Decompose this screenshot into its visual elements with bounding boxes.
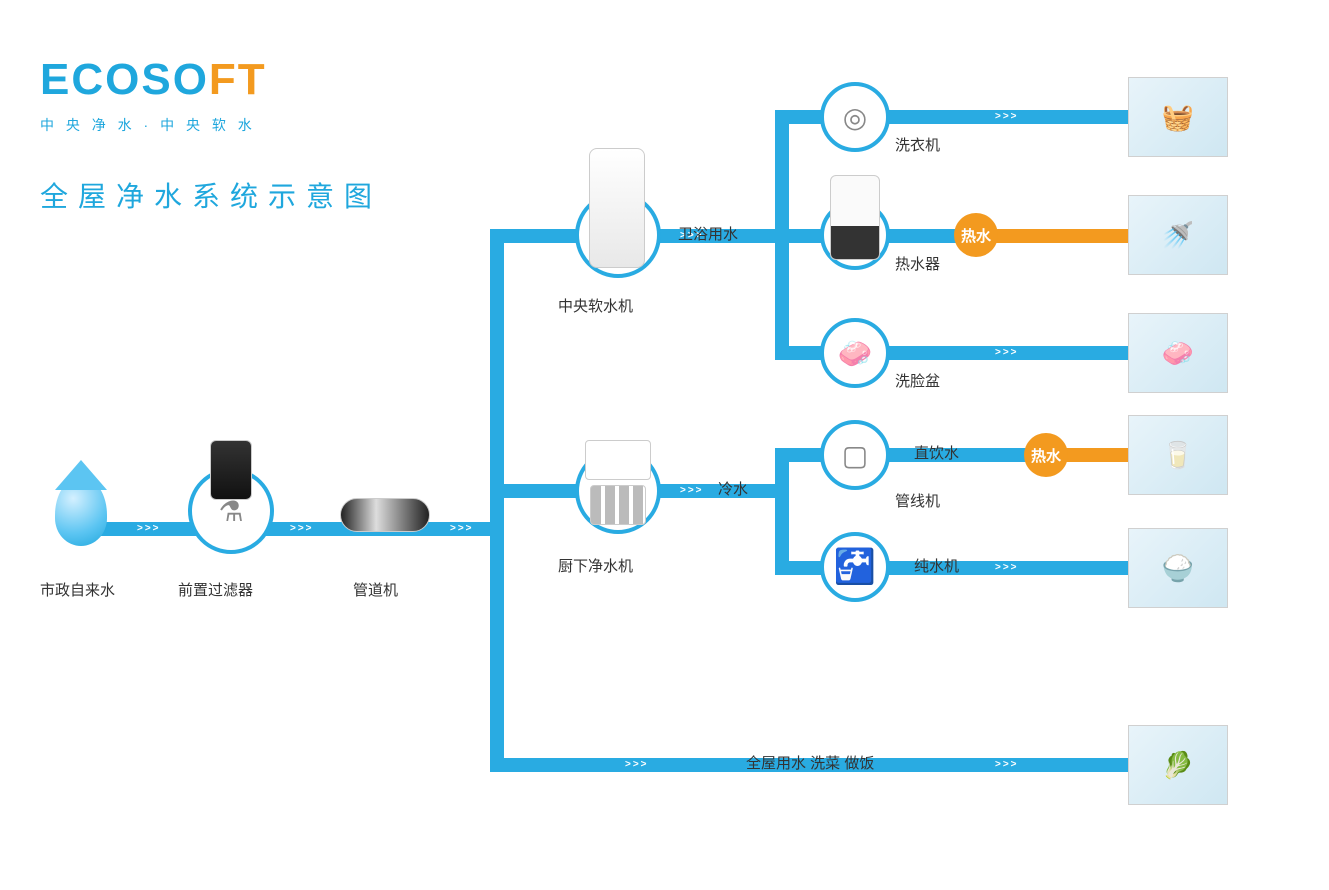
connector-to-linemachine bbox=[775, 448, 1035, 462]
output-shower: 🚿 bbox=[1128, 195, 1228, 275]
node-label-softener: 中央软水机 bbox=[558, 295, 633, 316]
arrow-icon: >>> bbox=[137, 522, 161, 536]
line-text-bath-water-2: 卫浴用水 bbox=[678, 223, 738, 244]
node-label-basin: 洗脸盆 bbox=[895, 370, 940, 391]
brand-part1: ECOSO bbox=[40, 55, 209, 105]
output-wash: 🧼 bbox=[1128, 313, 1228, 393]
output-rice: 🍚 bbox=[1128, 528, 1228, 608]
node-label-water-in: 市政自来水 bbox=[40, 579, 115, 600]
softener-device-icon bbox=[589, 148, 645, 268]
arrow-icon: >>> bbox=[450, 522, 474, 536]
linemachine-icon: ▢ bbox=[842, 439, 868, 472]
brand-subtitle: 中 央 净 水 · 中 央 软 水 bbox=[40, 115, 256, 135]
line-text-whole-house: 全屋用水 洗菜 做饭 bbox=[746, 752, 874, 773]
drink-icon: 🥛 bbox=[1162, 440, 1194, 471]
arrow-icon: >>> bbox=[995, 346, 1019, 360]
prefilter-device-icon bbox=[210, 440, 252, 500]
node-washer: ◎ bbox=[820, 82, 890, 152]
line-text-pure-water: 纯水机 bbox=[914, 555, 959, 576]
node-label-washer: 洗衣机 bbox=[895, 134, 940, 155]
washer-icon: ◎ bbox=[843, 101, 867, 134]
output-laundry: 🧺 bbox=[1128, 77, 1228, 157]
rice-icon: 🍚 bbox=[1162, 553, 1194, 584]
output-veg: 🥬 bbox=[1128, 725, 1228, 805]
node-basin: 🧼 bbox=[820, 318, 890, 388]
brand-logo: ECOSO FT bbox=[40, 55, 267, 105]
water-source-icon bbox=[55, 478, 107, 546]
kitchen-filters-icon bbox=[590, 485, 646, 525]
arrow-icon: >>> bbox=[290, 522, 314, 536]
basin-icon: 🧼 bbox=[838, 337, 873, 370]
arrow-icon: >>> bbox=[995, 561, 1019, 575]
brand-part2: FT bbox=[209, 55, 267, 105]
node-label-pipeline: 管道机 bbox=[353, 579, 398, 600]
shower-icon: 🚿 bbox=[1162, 220, 1194, 251]
faucet-icon: 🚰 bbox=[834, 547, 876, 587]
arrow-icon: >>> bbox=[680, 484, 704, 498]
node-label-kitchen: 厨下净水机 bbox=[558, 555, 633, 576]
kitchen-device-icon bbox=[585, 440, 651, 480]
node-label-heater: 热水器 bbox=[895, 253, 940, 274]
output-drink: 🥛 bbox=[1128, 415, 1228, 495]
laundry-icon: 🧺 bbox=[1162, 102, 1194, 133]
arrow-icon: >>> bbox=[995, 758, 1019, 772]
connector-kitchen-vert bbox=[775, 448, 789, 575]
badge-hot-water-1: 热水 bbox=[954, 213, 998, 257]
arrow-icon: >>> bbox=[625, 758, 649, 772]
node-faucet: 🚰 bbox=[820, 532, 890, 602]
line-text-direct-drink: 直饮水 bbox=[914, 442, 959, 463]
node-label-linemachine: 管线机 bbox=[895, 490, 940, 511]
heater-device-icon bbox=[830, 175, 880, 260]
diagram-title: 全屋净水系统示意图 bbox=[40, 175, 382, 215]
pipeline-device-icon bbox=[340, 498, 430, 532]
arrow-icon: >>> bbox=[995, 110, 1019, 124]
node-label-prefilter: 前置过滤器 bbox=[178, 579, 253, 600]
badge-hot-water-2: 热水 bbox=[1024, 433, 1068, 477]
node-linemachine: ▢ bbox=[820, 420, 890, 490]
line-text-cold-water: 冷水 bbox=[718, 478, 748, 499]
veg-icon: 🥬 bbox=[1162, 750, 1194, 781]
wash-icon: 🧼 bbox=[1162, 338, 1194, 369]
